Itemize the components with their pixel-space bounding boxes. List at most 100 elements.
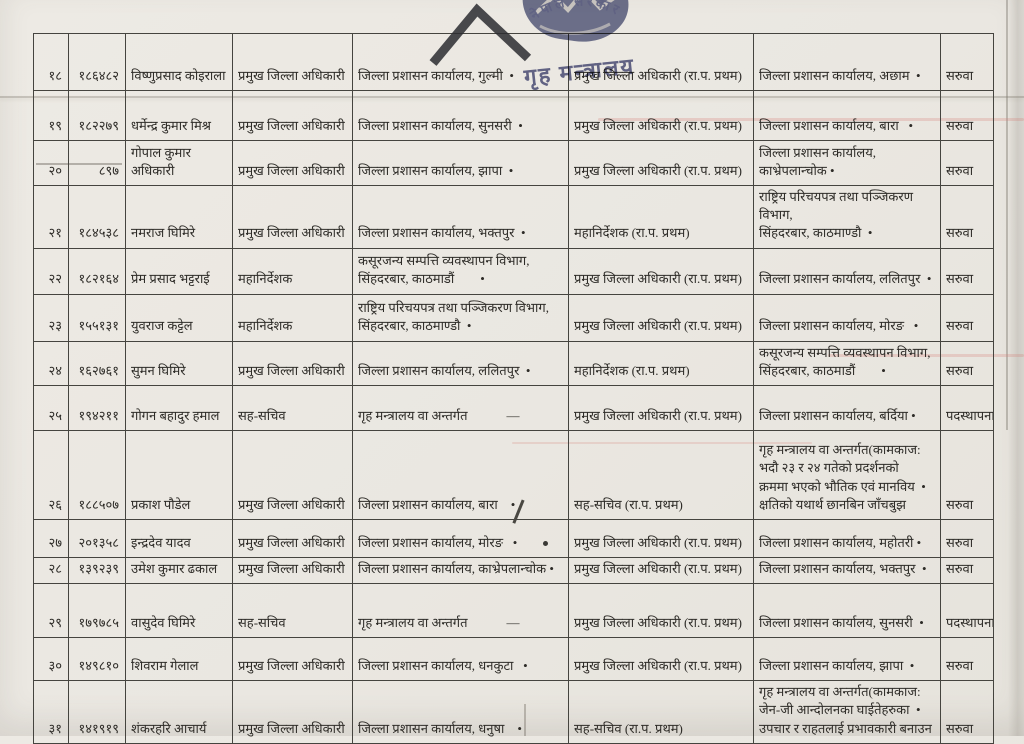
cell-employee-number: १६२७६१ [68, 340, 126, 386]
table-row: २७ २०१३५८ इन्द्रदेव यादव प्रमुख जिल्ला अ… [33, 518, 994, 558]
cell-position: सह-सचिव [232, 583, 353, 639]
cell-office: जिल्ला प्रशासन कार्यालय, ललितपुर • [352, 340, 569, 386]
cell-name: प्रेम प्रसाद भट्टराई [125, 247, 233, 295]
transfer-table: १८ १८६४८२ विष्णुप्रसाद कोइराला प्रमुख जि… [33, 33, 994, 744]
cell-name: इन्द्रदेव यादव [125, 518, 233, 558]
cell-new-office: जिल्ला प्रशासन कार्यालय, झापा • [753, 637, 941, 682]
cell-new-position: प्रमुख जिल्ला अधिकारी (रा.प. प्रथम) [568, 637, 754, 682]
cell-new-position: प्रमुख जिल्ला अधिकारी (रा.प. प्रथम) [568, 583, 754, 639]
cell-new-office: जिल्ला प्रशासन कार्यालय, ललितपुर • [753, 247, 941, 295]
table-row: २० ८९७ गोपाल कुमार अधिकारी प्रमुख जिल्ला… [33, 140, 994, 186]
table-row: २२ १८२१६४ प्रेम प्रसाद भट्टराई महानिर्दे… [33, 247, 994, 295]
cell-employee-number: १८६४८२ [68, 33, 126, 91]
cell-office: जिल्ला प्रशासन कार्यालय, सुनसरी • [352, 90, 569, 141]
cell-new-office: जिल्ला प्रशासन कार्यालय, बारा • [753, 90, 941, 141]
cell-position: प्रमुख जिल्ला अधिकारी [232, 90, 353, 141]
cell-new-office: जिल्ला प्रशासन कार्यालय, महोतरी • [753, 518, 941, 558]
cell-serial: १८ [33, 33, 69, 91]
cell-new-office: गृह मन्त्रालय वा अन्तर्गत(कामकाज: भदौ २३… [753, 429, 941, 520]
cell-name: गोपाल कुमार अधिकारी [125, 140, 233, 186]
cell-new-position: प्रमुख जिल्ला अधिकारी (रा.प. प्रथम) [568, 90, 754, 141]
cell-employee-number: १४१९१९ [68, 680, 126, 744]
cell-position: प्रमुख जिल्ला अधिकारी [232, 429, 353, 520]
cell-remark: सरुवा [940, 340, 994, 386]
table-row: ३० १४९८१० शिवराम गेलाल प्रमुख जिल्ला अधि… [33, 637, 994, 682]
cell-serial: २८ [33, 556, 69, 585]
cell-new-position: प्रमुख जिल्ला अधिकारी (रा.प. प्रथम) [568, 384, 754, 431]
table-row: २९ १७९७८५ वासुदेव घिमिरे सह-सचिव गृह मन्… [33, 583, 994, 639]
cell-office: जिल्ला प्रशासन कार्यालय, धनकुटा • [352, 637, 569, 682]
table-row: २८ १३९२३९ उमेश कुमार ढकाल प्रमुख जिल्ला … [33, 556, 994, 585]
cell-remark: सरुवा [940, 247, 994, 295]
cell-name: विष्णुप्रसाद कोइराला [125, 33, 233, 91]
cell-position: सह-सचिव [232, 384, 353, 431]
cell-office: जिल्ला प्रशासन कार्यालय, भक्तपुर • [352, 185, 569, 249]
cell-office: कसूरजन्य सम्पत्ति व्यवस्थापन विभाग, सिंह… [352, 247, 569, 295]
cell-office: गृह मन्त्रालय वा अन्तर्गत — [352, 384, 569, 431]
cell-remark: पदस्थापना [940, 384, 994, 431]
cell-employee-number: १३९२३९ [68, 556, 126, 585]
cell-new-office: जिल्ला प्रशासन कार्यालय, मोरङ • [753, 293, 941, 342]
cell-new-position: प्रमुख जिल्ला अधिकारी (रा.प. प्रथम) [568, 247, 754, 295]
cell-name: शंकरहरि आचार्य [125, 680, 233, 744]
cell-new-position: सह-सचिव (रा.प. प्रथम) [568, 429, 754, 520]
cell-position: प्रमुख जिल्ला अधिकारी [232, 185, 353, 249]
cell-new-position: महानिर्देशक (रा.प. प्रथम) [568, 185, 754, 249]
cell-employee-number: १४९८१० [68, 637, 126, 682]
cell-remark: सरुवा [940, 518, 994, 558]
cell-remark: सरुवा [940, 185, 994, 249]
table-row: २५ १९४२११ गोगन बहादुर हमाल सह-सचिव गृह म… [33, 384, 994, 431]
cell-new-position: प्रमुख जिल्ला अधिकारी (रा.प. प्रथम) [568, 556, 754, 585]
cell-name: युवराज कट्टेल [125, 293, 233, 342]
cell-employee-number: १५५१३१ [68, 293, 126, 342]
cell-position: प्रमुख जिल्ला अधिकारी [232, 637, 353, 682]
cell-new-office: जिल्ला प्रशासन कार्यालय, भक्तपुर • [753, 556, 941, 585]
cell-employee-number: १८४५३८ [68, 185, 126, 249]
cell-serial: ३० [33, 637, 69, 682]
cell-remark: सरुवा [940, 556, 994, 585]
cell-name: उमेश कुमार ढकाल [125, 556, 233, 585]
cell-position: प्रमुख जिल्ला अधिकारी [232, 556, 353, 585]
cell-serial: २७ [33, 518, 69, 558]
cell-serial: १९ [33, 90, 69, 141]
cell-name: प्रकाश पौडेल [125, 429, 233, 520]
cell-remark: सरुवा [940, 33, 994, 91]
table-row: १९ १८२२७९ धर्मेन्द्र कुमार मिश्र प्रमुख … [33, 90, 994, 141]
cell-name: धर्मेन्द्र कुमार मिश्र [125, 90, 233, 141]
cell-new-office: कसूरजन्य सम्पत्ति व्यवस्थापन विभाग, सिंह… [753, 340, 941, 386]
cell-employee-number: ८९७ [68, 140, 126, 186]
cell-remark: सरुवा [940, 293, 994, 342]
cell-position: प्रमुख जिल्ला अधिकारी [232, 518, 353, 558]
cell-remark: पदस्थापना [940, 583, 994, 639]
cell-new-position: प्रमुख जिल्ला अधिकारी (रा.प. प्रथम) [568, 140, 754, 186]
table-row: २३ १५५१३१ युवराज कट्टेल महानिर्देशक राष्… [33, 293, 994, 342]
cell-position: महानिर्देशक [232, 247, 353, 295]
cell-position: प्रमुख जिल्ला अधिकारी [232, 340, 353, 386]
cell-office: जिल्ला प्रशासन कार्यालय, काभ्रेपलान्चोक … [352, 556, 569, 585]
cell-serial: २१ [33, 185, 69, 249]
cell-position: महानिर्देशक [232, 293, 353, 342]
cell-employee-number: १९४२११ [68, 384, 126, 431]
cell-new-position: प्रमुख जिल्ला अधिकारी (रा.प. प्रथम) [568, 33, 754, 91]
cell-position: प्रमुख जिल्ला अधिकारी [232, 140, 353, 186]
cell-name: गोगन बहादुर हमाल [125, 384, 233, 431]
cell-serial: २९ [33, 583, 69, 639]
transfer-table-body: १८ १८६४८२ विष्णुप्रसाद कोइराला प्रमुख जि… [33, 33, 994, 744]
cell-new-office: राष्ट्रिय परिचयपत्र तथा पञ्जिकरण विभाग, … [753, 185, 941, 249]
stamp-line1: नेपाल सरकार [526, 0, 621, 23]
cell-new-position: प्रमुख जिल्ला अधिकारी (रा.प. प्रथम) [568, 518, 754, 558]
cell-remark: सरुवा [940, 140, 994, 186]
cell-serial: २२ [33, 247, 69, 295]
table-row: ३१ १४१९१९ शंकरहरि आचार्य प्रमुख जिल्ला अ… [33, 680, 994, 744]
cell-office: जिल्ला प्रशासन कार्यालय, गुल्मी • [352, 33, 569, 91]
page-edge-shadow [1008, 0, 1024, 736]
cell-office: जिल्ला प्रशासन कार्यालय, धनुषा • [352, 680, 569, 744]
table-row: २६ १८८५०७ प्रकाश पौडेल प्रमुख जिल्ला अधि… [33, 429, 994, 520]
cell-new-office: जिल्ला प्रशासन कार्यालय, अछाम • [753, 33, 941, 91]
table-row: १८ १८६४८२ विष्णुप्रसाद कोइराला प्रमुख जि… [33, 33, 994, 91]
cell-remark: सरुवा [940, 637, 994, 682]
pen-dot-mark [543, 541, 548, 546]
svg-text:नेपाल सरकार: नेपाल सरकार [526, 0, 624, 23]
cell-new-position: प्रमुख जिल्ला अधिकारी (रा.प. प्रथम) [568, 293, 754, 342]
cell-serial: ३१ [33, 680, 69, 744]
